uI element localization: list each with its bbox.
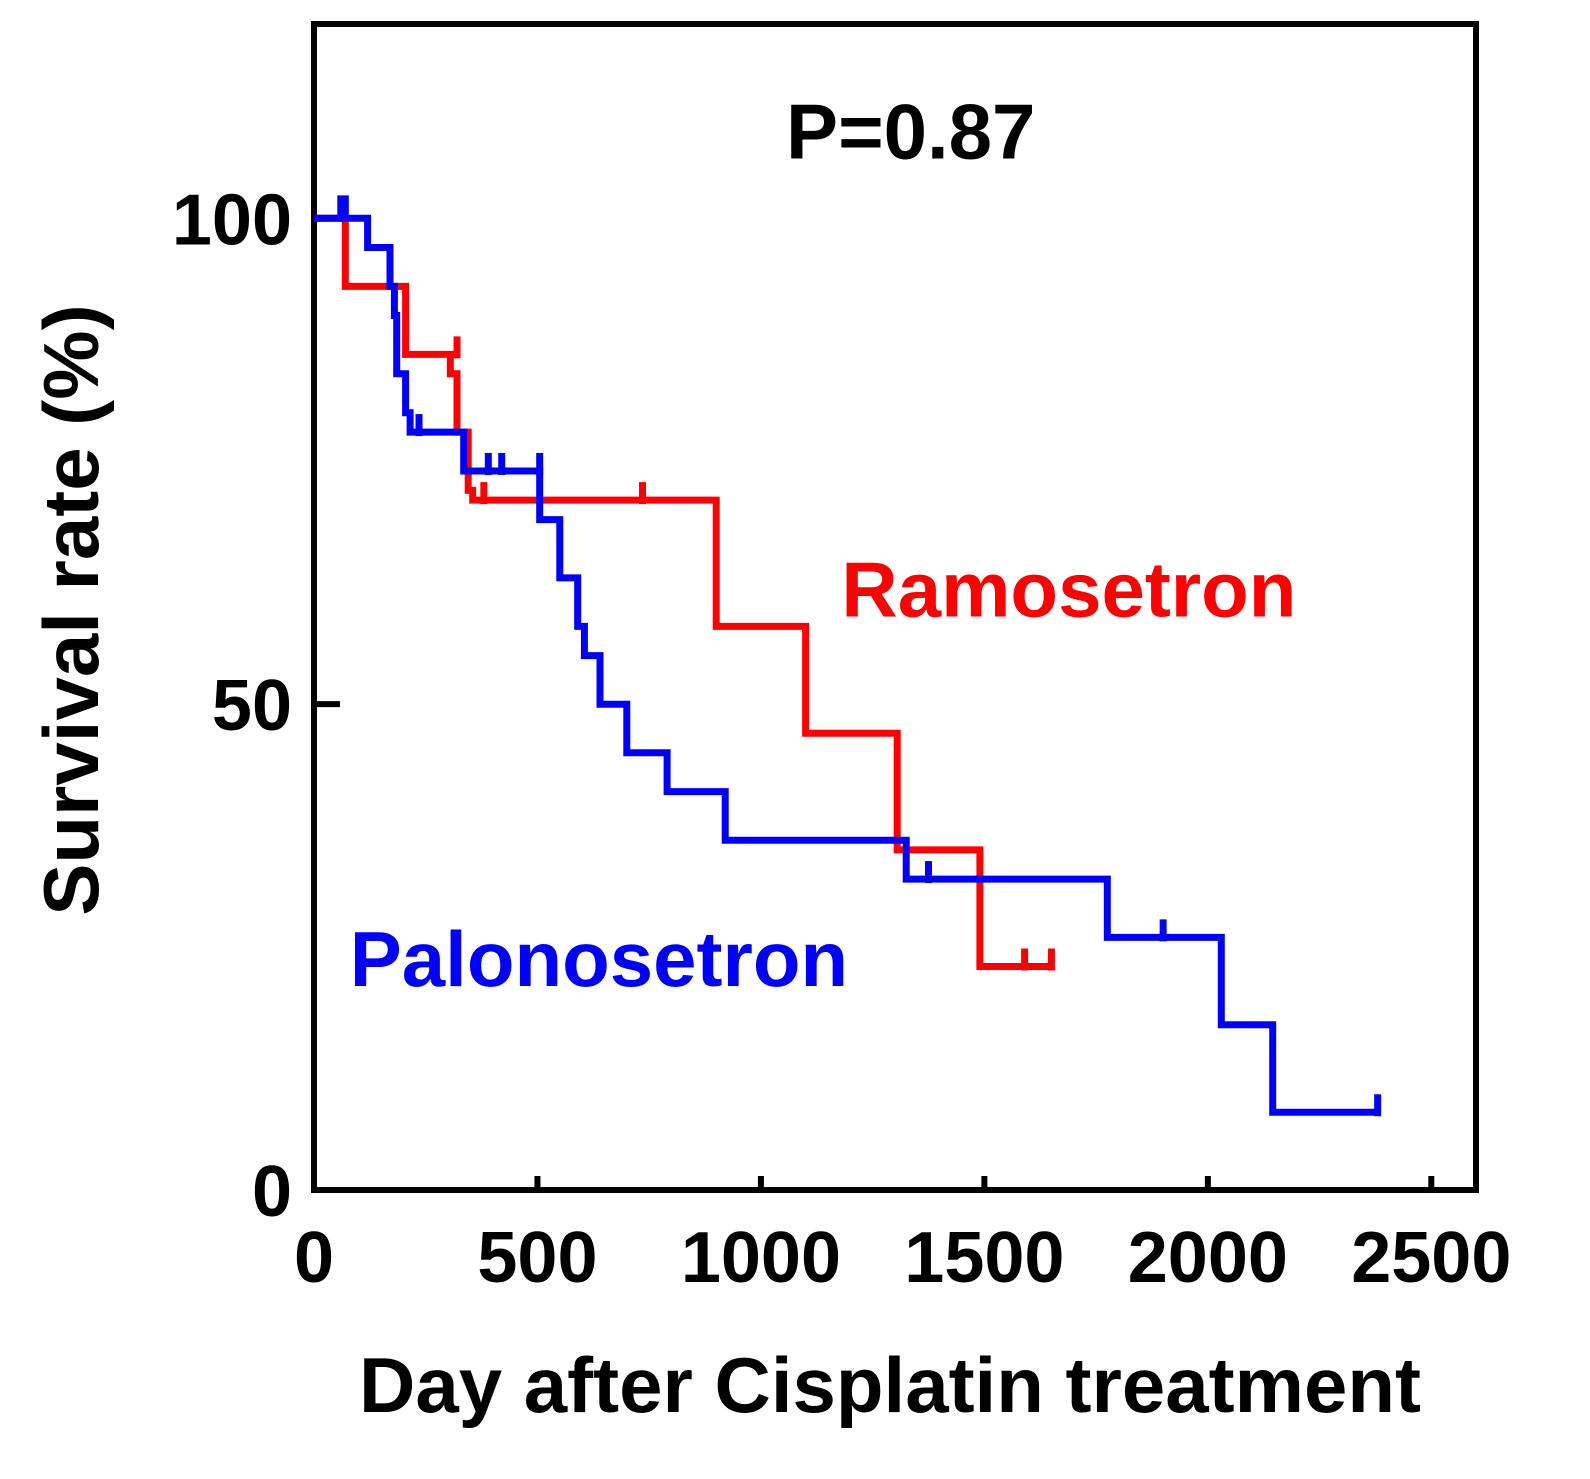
x-tick-label-500: 500 — [477, 1218, 597, 1298]
p-value-annotation: P=0.87 — [786, 87, 1035, 175]
y-tick-label-0: 0 — [252, 1152, 292, 1232]
x-tick-label-2500: 2500 — [1351, 1218, 1511, 1298]
axis-ticks — [311, 215, 1435, 1193]
y-axis-title: Survival rate (%) — [27, 304, 115, 915]
series-line-palonosetron — [314, 195, 1378, 1116]
x-tick-label-0: 0 — [294, 1218, 334, 1298]
plot-frame — [311, 21, 1479, 1193]
tick-labels: 0 500 1000 1500 2000 2500 0 50 100 — [172, 180, 1512, 1298]
x-tick-label-1000: 1000 — [681, 1218, 841, 1298]
y-tick-label-100: 100 — [172, 180, 292, 260]
y-tick-label-50: 50 — [212, 666, 292, 746]
series-layer: Ramosetron Palonosetron — [314, 195, 1382, 1117]
x-tick-label-2000: 2000 — [1128, 1218, 1288, 1298]
series-label-ramosetron: Ramosetron — [841, 546, 1296, 634]
x-axis-title: Day after Cisplatin treatment — [359, 1341, 1421, 1429]
series-label-palonosetron: Palonosetron — [350, 915, 848, 1003]
series-line-ramosetron — [314, 214, 1052, 970]
x-tick-label-1500: 1500 — [904, 1218, 1064, 1298]
